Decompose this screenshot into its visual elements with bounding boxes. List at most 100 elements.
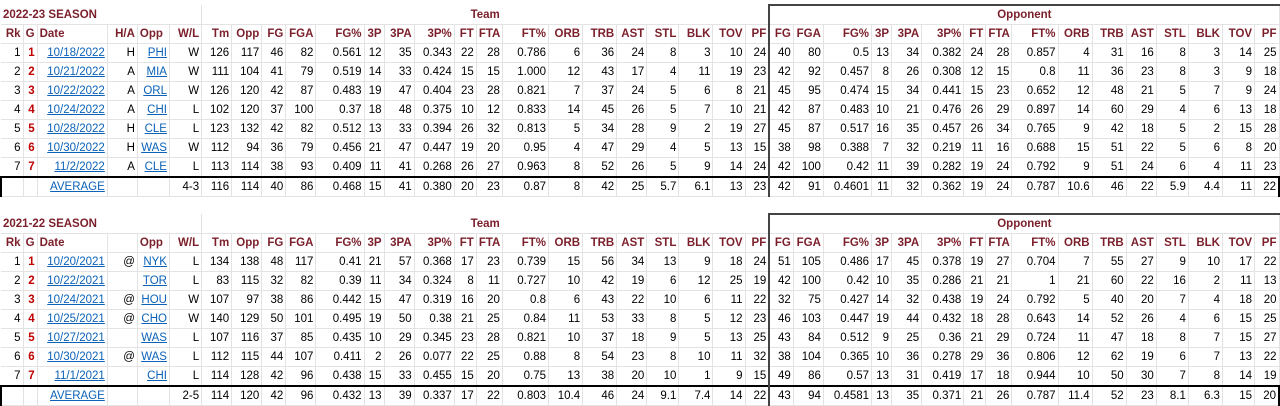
stat-cell[interactable]: 57 (384, 252, 415, 272)
average-cell[interactable]: 4-3 (169, 176, 203, 197)
stat-cell[interactable]: CLE (137, 119, 170, 139)
rank-cell[interactable]: 7 (1, 157, 24, 178)
column-header[interactable]: FG% (315, 233, 365, 253)
stat-cell[interactable]: 28 (476, 81, 503, 101)
stat-cell[interactable]: 15 (548, 252, 584, 272)
stat-cell[interactable]: 6 (1188, 309, 1223, 329)
home-away-cell[interactable]: A (107, 81, 138, 101)
stat-cell[interactable]: 15 (454, 366, 477, 387)
stat-cell[interactable]: 117 (231, 43, 263, 63)
stat-cell[interactable]: 56 (582, 252, 618, 272)
average-cell[interactable]: 0.787 (1011, 385, 1059, 406)
stat-cell[interactable]: 0.739 (502, 252, 550, 272)
average-cell[interactable]: 23 (745, 176, 770, 197)
stat-cell[interactable]: 21 (454, 309, 477, 329)
stat-cell[interactable]: 75 (793, 290, 824, 310)
stat-cell[interactable]: 11 (1222, 157, 1256, 178)
column-header[interactable]: Tm (201, 24, 233, 44)
column-header[interactable]: ORB (548, 24, 584, 44)
stat-cell[interactable]: 23 (476, 252, 503, 272)
column-header[interactable]: FGA (285, 24, 317, 44)
stat-cell[interactable]: 62 (1092, 347, 1127, 367)
column-header[interactable]: FG (768, 233, 794, 253)
column-header[interactable]: PF (745, 24, 770, 44)
opponent-link[interactable]: CLE (144, 161, 167, 173)
average-cell[interactable]: 46 (1092, 176, 1127, 197)
stat-cell[interactable]: 53 (582, 309, 618, 329)
column-header[interactable]: Opp (231, 233, 263, 253)
stat-cell[interactable]: 94 (231, 138, 263, 158)
stat-cell[interactable]: 98 (793, 138, 824, 158)
stat-cell[interactable]: 24 (1126, 157, 1157, 178)
stat-cell[interactable]: 37 (582, 81, 618, 101)
stat-cell[interactable]: 50 (384, 309, 415, 329)
average-cell[interactable]: 11 (1222, 176, 1256, 197)
stat-cell[interactable]: 29 (985, 100, 1013, 120)
average-cell[interactable]: 0.362 (921, 176, 965, 197)
average-cell[interactable]: 0.87 (502, 176, 550, 197)
stat-cell[interactable]: 4 (1156, 100, 1189, 120)
stat-cell[interactable]: 9 (646, 119, 680, 139)
column-header[interactable]: TRB (582, 24, 618, 44)
stat-cell[interactable]: 0.375 (414, 100, 455, 120)
stat-cell[interactable]: 47 (582, 138, 618, 158)
stat-cell[interactable]: 44 (261, 347, 287, 367)
stat-cell[interactable]: 10 (548, 328, 584, 348)
stat-cell[interactable]: 102 (201, 100, 233, 120)
stat-cell[interactable]: 28 (476, 328, 503, 348)
home-away-cell[interactable]: A (107, 157, 138, 178)
stat-cell[interactable]: 11/2/2022 (37, 157, 108, 178)
stat-cell[interactable]: 9 (871, 328, 893, 348)
stat-cell[interactable]: 112 (201, 347, 233, 367)
stat-cell[interactable]: 0.486 (823, 252, 873, 272)
stat-cell[interactable]: WAS (137, 138, 170, 158)
home-away-cell[interactable] (107, 271, 138, 291)
stat-cell[interactable]: 38 (768, 347, 794, 367)
stat-cell[interactable]: 31 (891, 366, 923, 387)
stat-cell[interactable]: 34 (985, 119, 1013, 139)
rank-cell[interactable]: 1 (1, 43, 24, 63)
stat-cell[interactable]: 101 (285, 309, 317, 329)
home-away-cell[interactable]: H (107, 43, 138, 63)
stat-cell[interactable]: 40 (1092, 290, 1127, 310)
win-loss-cell[interactable]: W (169, 43, 203, 63)
stat-cell[interactable]: 33 (384, 119, 415, 139)
average-cell[interactable]: 32 (891, 176, 923, 197)
stat-cell[interactable]: 25 (1254, 309, 1280, 329)
home-away-cell[interactable]: H (107, 138, 138, 158)
average-cell[interactable]: 23 (1126, 385, 1157, 406)
stat-cell[interactable]: 26 (1126, 309, 1157, 329)
average-cell[interactable]: 24 (985, 176, 1013, 197)
stat-cell[interactable]: 105 (793, 252, 824, 272)
average-cell[interactable]: 96 (285, 385, 317, 406)
stat-cell[interactable]: 24 (745, 252, 770, 272)
stat-cell[interactable]: 116 (231, 328, 263, 348)
stat-cell[interactable]: 46 (768, 309, 794, 329)
column-header[interactable]: BLK (678, 24, 714, 44)
average-cell[interactable]: 14 (712, 385, 746, 406)
average-cell[interactable] (107, 385, 138, 406)
win-loss-cell[interactable]: L (169, 328, 203, 348)
win-loss-cell[interactable]: W (169, 138, 203, 158)
win-loss-cell[interactable]: W (169, 62, 203, 82)
stat-cell[interactable]: 54 (582, 347, 618, 367)
stat-cell[interactable]: 3 (678, 43, 714, 63)
stat-cell[interactable]: 21 (985, 271, 1013, 291)
game-cell[interactable]: 2 (23, 271, 38, 291)
column-header[interactable]: AST (616, 24, 648, 44)
column-header[interactable]: TRB (1092, 24, 1127, 44)
column-header[interactable]: 3P% (414, 24, 455, 44)
opponent-link[interactable]: ORL (143, 85, 167, 97)
game-cell[interactable]: 5 (23, 119, 38, 139)
stat-cell[interactable]: 4 (646, 62, 680, 82)
stat-cell[interactable]: 15 (871, 81, 893, 101)
game-date-link[interactable]: 10/22/2021 (47, 275, 105, 287)
stat-cell[interactable]: 38 (261, 157, 287, 178)
stat-cell[interactable]: 0.219 (921, 138, 965, 158)
column-header[interactable]: STL (646, 24, 680, 44)
stat-cell[interactable]: 104 (231, 62, 263, 82)
stat-cell[interactable]: 26 (454, 119, 477, 139)
column-header[interactable]: STL (1156, 233, 1189, 253)
stat-cell[interactable]: 11 (364, 271, 385, 291)
stat-cell[interactable]: 120 (231, 100, 263, 120)
